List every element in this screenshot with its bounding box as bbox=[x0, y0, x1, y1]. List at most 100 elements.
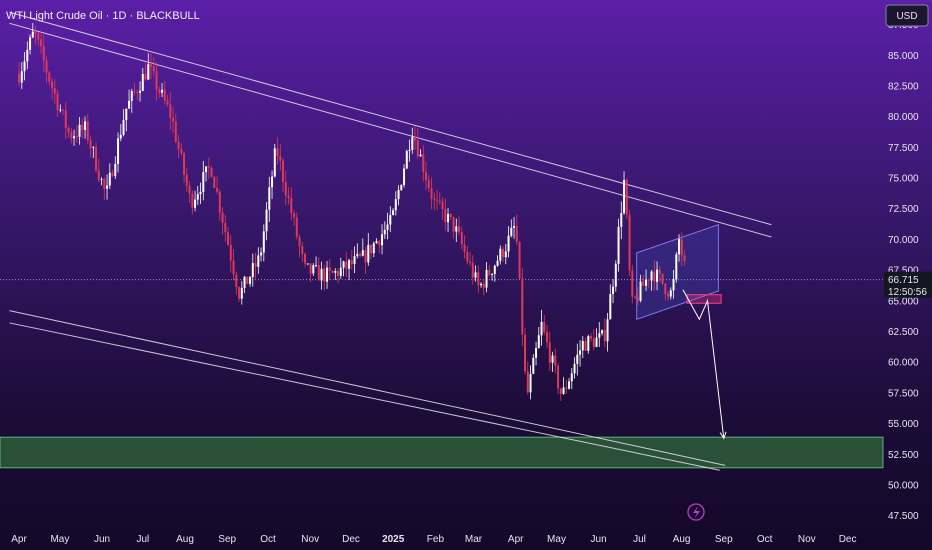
candle-body bbox=[653, 271, 656, 282]
candle-body bbox=[570, 373, 573, 382]
candle-body bbox=[634, 296, 637, 298]
candle bbox=[62, 108, 65, 115]
time-tick-label: Apr bbox=[11, 534, 27, 545]
candle bbox=[205, 166, 208, 182]
candle-body bbox=[180, 148, 183, 154]
price-tick-label: 67.500 bbox=[888, 266, 919, 277]
candle bbox=[416, 127, 419, 159]
candle bbox=[155, 62, 158, 101]
candle bbox=[364, 246, 367, 274]
price-tick-label: 57.500 bbox=[888, 388, 919, 399]
candle bbox=[680, 232, 683, 267]
candle bbox=[449, 213, 452, 220]
candle bbox=[42, 34, 45, 72]
channel-lower-line-1[interactable] bbox=[9, 310, 726, 466]
candle bbox=[433, 192, 436, 211]
candle-body bbox=[334, 271, 337, 273]
candle bbox=[163, 80, 166, 105]
candle-body bbox=[125, 108, 128, 121]
candle-body bbox=[75, 136, 78, 138]
demand-zone[interactable] bbox=[0, 436, 884, 469]
candle-body bbox=[496, 260, 499, 266]
resistance-box[interactable] bbox=[686, 294, 722, 304]
candle bbox=[169, 92, 172, 130]
channel-upper-line-2[interactable] bbox=[9, 22, 772, 238]
time-axis[interactable]: Apr May Jun Jul Aug Sep Oct Nov Dec 2025 Feb Mar Apr… bbox=[11, 534, 856, 545]
candle-body bbox=[312, 265, 315, 274]
candle-body bbox=[183, 153, 186, 175]
candle bbox=[232, 249, 235, 281]
candle bbox=[455, 218, 458, 242]
candle bbox=[315, 256, 318, 268]
candle bbox=[185, 167, 188, 192]
candle bbox=[573, 357, 576, 379]
candle bbox=[570, 368, 573, 390]
candle-body bbox=[67, 127, 70, 133]
candle bbox=[422, 145, 425, 182]
candle bbox=[480, 281, 483, 288]
candle bbox=[419, 149, 422, 157]
price-tick-label: 72.500 bbox=[888, 204, 919, 215]
candle bbox=[67, 125, 70, 138]
candle bbox=[546, 325, 549, 348]
time-tick-label: Oct bbox=[757, 534, 773, 545]
candle-body bbox=[664, 283, 667, 294]
candle-body bbox=[356, 253, 359, 257]
candle-body bbox=[667, 293, 670, 297]
bear-flag[interactable] bbox=[636, 223, 719, 321]
candle bbox=[601, 329, 604, 336]
candle-body bbox=[257, 255, 260, 267]
time-tick-label: Mar bbox=[465, 534, 483, 545]
candle bbox=[309, 263, 312, 282]
candle bbox=[139, 81, 142, 102]
candle-body bbox=[669, 290, 672, 297]
candle bbox=[634, 295, 637, 300]
candle-body bbox=[447, 213, 450, 223]
channel-lower-line-2[interactable] bbox=[9, 322, 720, 471]
candle-body bbox=[273, 148, 276, 177]
candle bbox=[579, 340, 582, 367]
projection-path[interactable] bbox=[682, 289, 725, 439]
time-tick-label: Jul bbox=[633, 534, 646, 545]
candle bbox=[243, 275, 246, 293]
candle-body bbox=[196, 194, 199, 200]
candle bbox=[306, 263, 309, 266]
currency-button[interactable]: USD bbox=[885, 4, 929, 27]
candle-body bbox=[623, 179, 626, 213]
channel-upper-line-1[interactable] bbox=[9, 11, 772, 226]
candle-body bbox=[537, 335, 540, 349]
candle-body bbox=[372, 243, 375, 254]
candle-body bbox=[169, 104, 172, 118]
candle bbox=[312, 263, 315, 277]
candle-body bbox=[383, 229, 386, 235]
candle bbox=[493, 264, 496, 282]
candle-body bbox=[37, 33, 40, 40]
candle bbox=[326, 260, 329, 289]
candle-body bbox=[34, 31, 37, 34]
candle-body bbox=[529, 373, 532, 393]
candle bbox=[411, 127, 414, 154]
candle-body bbox=[287, 195, 290, 199]
candle bbox=[510, 219, 513, 238]
candle bbox=[282, 157, 285, 192]
candle-body bbox=[614, 263, 617, 287]
price-axis[interactable]: 87.50085.00082.50080.00077.50075.00072.5… bbox=[888, 20, 919, 522]
candle bbox=[262, 224, 265, 262]
candle bbox=[375, 238, 378, 244]
candle bbox=[606, 312, 609, 352]
candle bbox=[136, 89, 139, 100]
candle-body bbox=[359, 253, 362, 256]
candle bbox=[106, 174, 109, 200]
candle-body bbox=[202, 172, 205, 192]
candle bbox=[345, 251, 348, 277]
candle-body bbox=[227, 232, 230, 246]
candle bbox=[460, 226, 463, 250]
candle bbox=[229, 235, 232, 273]
candle bbox=[502, 246, 505, 263]
candle-body bbox=[210, 167, 213, 177]
candle bbox=[491, 273, 494, 281]
lightning-icon[interactable] bbox=[687, 503, 705, 521]
candle-body bbox=[251, 263, 254, 278]
